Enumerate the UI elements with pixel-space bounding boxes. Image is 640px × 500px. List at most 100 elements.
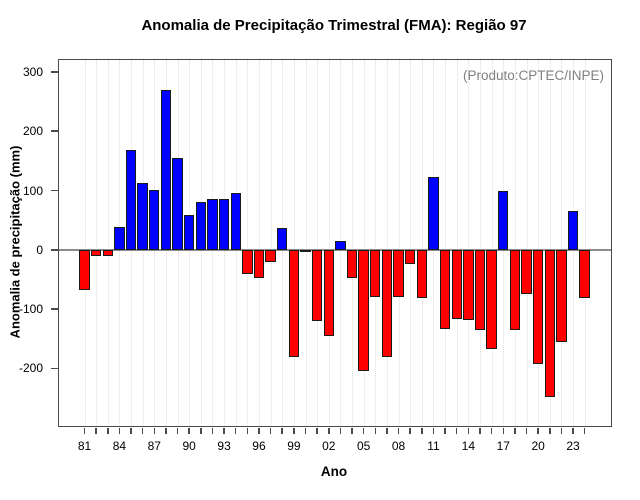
bar-96 bbox=[253, 249, 265, 279]
zero-line bbox=[59, 248, 611, 251]
gridline bbox=[96, 60, 98, 426]
bar-01 bbox=[311, 249, 323, 321]
y-tick-label: 300 bbox=[22, 64, 43, 79]
bar-14 bbox=[463, 249, 474, 320]
x-tick bbox=[549, 427, 551, 434]
x-tick bbox=[246, 427, 249, 434]
x-tick bbox=[281, 427, 283, 434]
x-axis-title: Ano bbox=[320, 464, 348, 479]
gridline bbox=[479, 60, 481, 426]
bar-92 bbox=[207, 199, 218, 250]
bar-07 bbox=[381, 249, 393, 357]
x-tick bbox=[560, 427, 563, 434]
x-tick bbox=[200, 427, 202, 434]
x-tick-label: 96 bbox=[252, 439, 266, 453]
gridline bbox=[84, 60, 86, 426]
x-tick bbox=[316, 427, 318, 434]
bar-15 bbox=[474, 249, 486, 330]
gridline bbox=[456, 60, 458, 426]
gridline bbox=[363, 60, 365, 426]
bar-93 bbox=[218, 198, 230, 250]
x-tick bbox=[386, 427, 388, 434]
bar-11 bbox=[428, 176, 439, 250]
x-tick bbox=[537, 427, 539, 434]
bar-22 bbox=[556, 249, 567, 343]
x-tick-label: 05 bbox=[356, 439, 371, 453]
x-tick bbox=[141, 427, 144, 434]
bar-17 bbox=[498, 190, 509, 250]
bar-21 bbox=[544, 249, 555, 397]
x-tick bbox=[421, 427, 423, 434]
x-tick bbox=[176, 427, 179, 434]
y-tick bbox=[51, 130, 59, 132]
x-tick-label: 84 bbox=[112, 439, 127, 453]
bar-86 bbox=[137, 182, 148, 250]
bar-16 bbox=[486, 249, 497, 349]
bar-85 bbox=[125, 149, 137, 250]
gridline bbox=[375, 60, 377, 426]
x-tick bbox=[328, 427, 330, 434]
y-tick bbox=[51, 71, 59, 73]
bar-91 bbox=[195, 201, 206, 250]
y-tick bbox=[51, 189, 59, 192]
bar-94 bbox=[230, 192, 241, 250]
gridline bbox=[328, 60, 330, 426]
x-tick-label: 08 bbox=[391, 439, 406, 453]
gridline bbox=[352, 60, 354, 426]
x-tick bbox=[153, 427, 156, 434]
x-tick-label: 23 bbox=[566, 439, 580, 453]
bar-84 bbox=[114, 227, 125, 250]
bar-20 bbox=[532, 249, 544, 364]
x-tick bbox=[165, 427, 167, 434]
bar-23 bbox=[567, 210, 579, 250]
y-tick-label: 0 bbox=[36, 242, 43, 257]
gridline bbox=[258, 60, 260, 426]
x-tick bbox=[304, 427, 307, 434]
bar-97 bbox=[265, 249, 276, 262]
x-tick bbox=[351, 427, 353, 434]
chart-title: Anomalia de Precipitação Trimestral (FMA… bbox=[141, 17, 527, 34]
y-tick-label: 100 bbox=[22, 183, 43, 198]
bar-98 bbox=[277, 227, 288, 250]
gridline bbox=[526, 60, 528, 426]
bar-04 bbox=[346, 249, 358, 279]
x-tick bbox=[514, 427, 516, 434]
bar-88 bbox=[160, 89, 172, 250]
y-tick bbox=[51, 249, 59, 251]
x-tick-label: 17 bbox=[496, 439, 510, 453]
gridline bbox=[491, 60, 493, 426]
bar-90 bbox=[183, 215, 195, 250]
x-tick bbox=[234, 427, 237, 434]
x-tick bbox=[572, 427, 574, 434]
gridline bbox=[398, 60, 400, 426]
gridline bbox=[293, 60, 295, 426]
bar-87 bbox=[149, 189, 160, 250]
x-tick-label: 14 bbox=[461, 439, 476, 453]
x-tick-label: 81 bbox=[77, 439, 92, 453]
x-tick bbox=[525, 427, 528, 434]
gridline bbox=[107, 60, 109, 426]
y-tick-label: -100 bbox=[18, 302, 43, 317]
bar-08 bbox=[393, 249, 404, 297]
gridline bbox=[317, 60, 319, 426]
gridline bbox=[584, 60, 586, 426]
x-tick-label: 99 bbox=[287, 439, 301, 453]
x-tick bbox=[444, 427, 446, 434]
y-tick bbox=[51, 308, 59, 310]
bar-13 bbox=[451, 249, 462, 320]
y-tick-label: -200 bbox=[18, 361, 43, 376]
gridline bbox=[445, 60, 447, 426]
x-tick bbox=[397, 427, 400, 434]
x-tick bbox=[107, 427, 109, 434]
bar-09 bbox=[404, 249, 416, 265]
product-credit-label: (Produto:CPTEC/INPE) bbox=[462, 68, 604, 83]
bar-99 bbox=[288, 249, 300, 357]
x-tick bbox=[467, 427, 470, 434]
bar-82 bbox=[90, 249, 102, 256]
bar-10 bbox=[416, 249, 428, 298]
x-tick-label: 93 bbox=[217, 439, 231, 453]
bar-19 bbox=[521, 249, 532, 294]
gridline bbox=[410, 60, 412, 426]
y-tick bbox=[51, 367, 59, 370]
